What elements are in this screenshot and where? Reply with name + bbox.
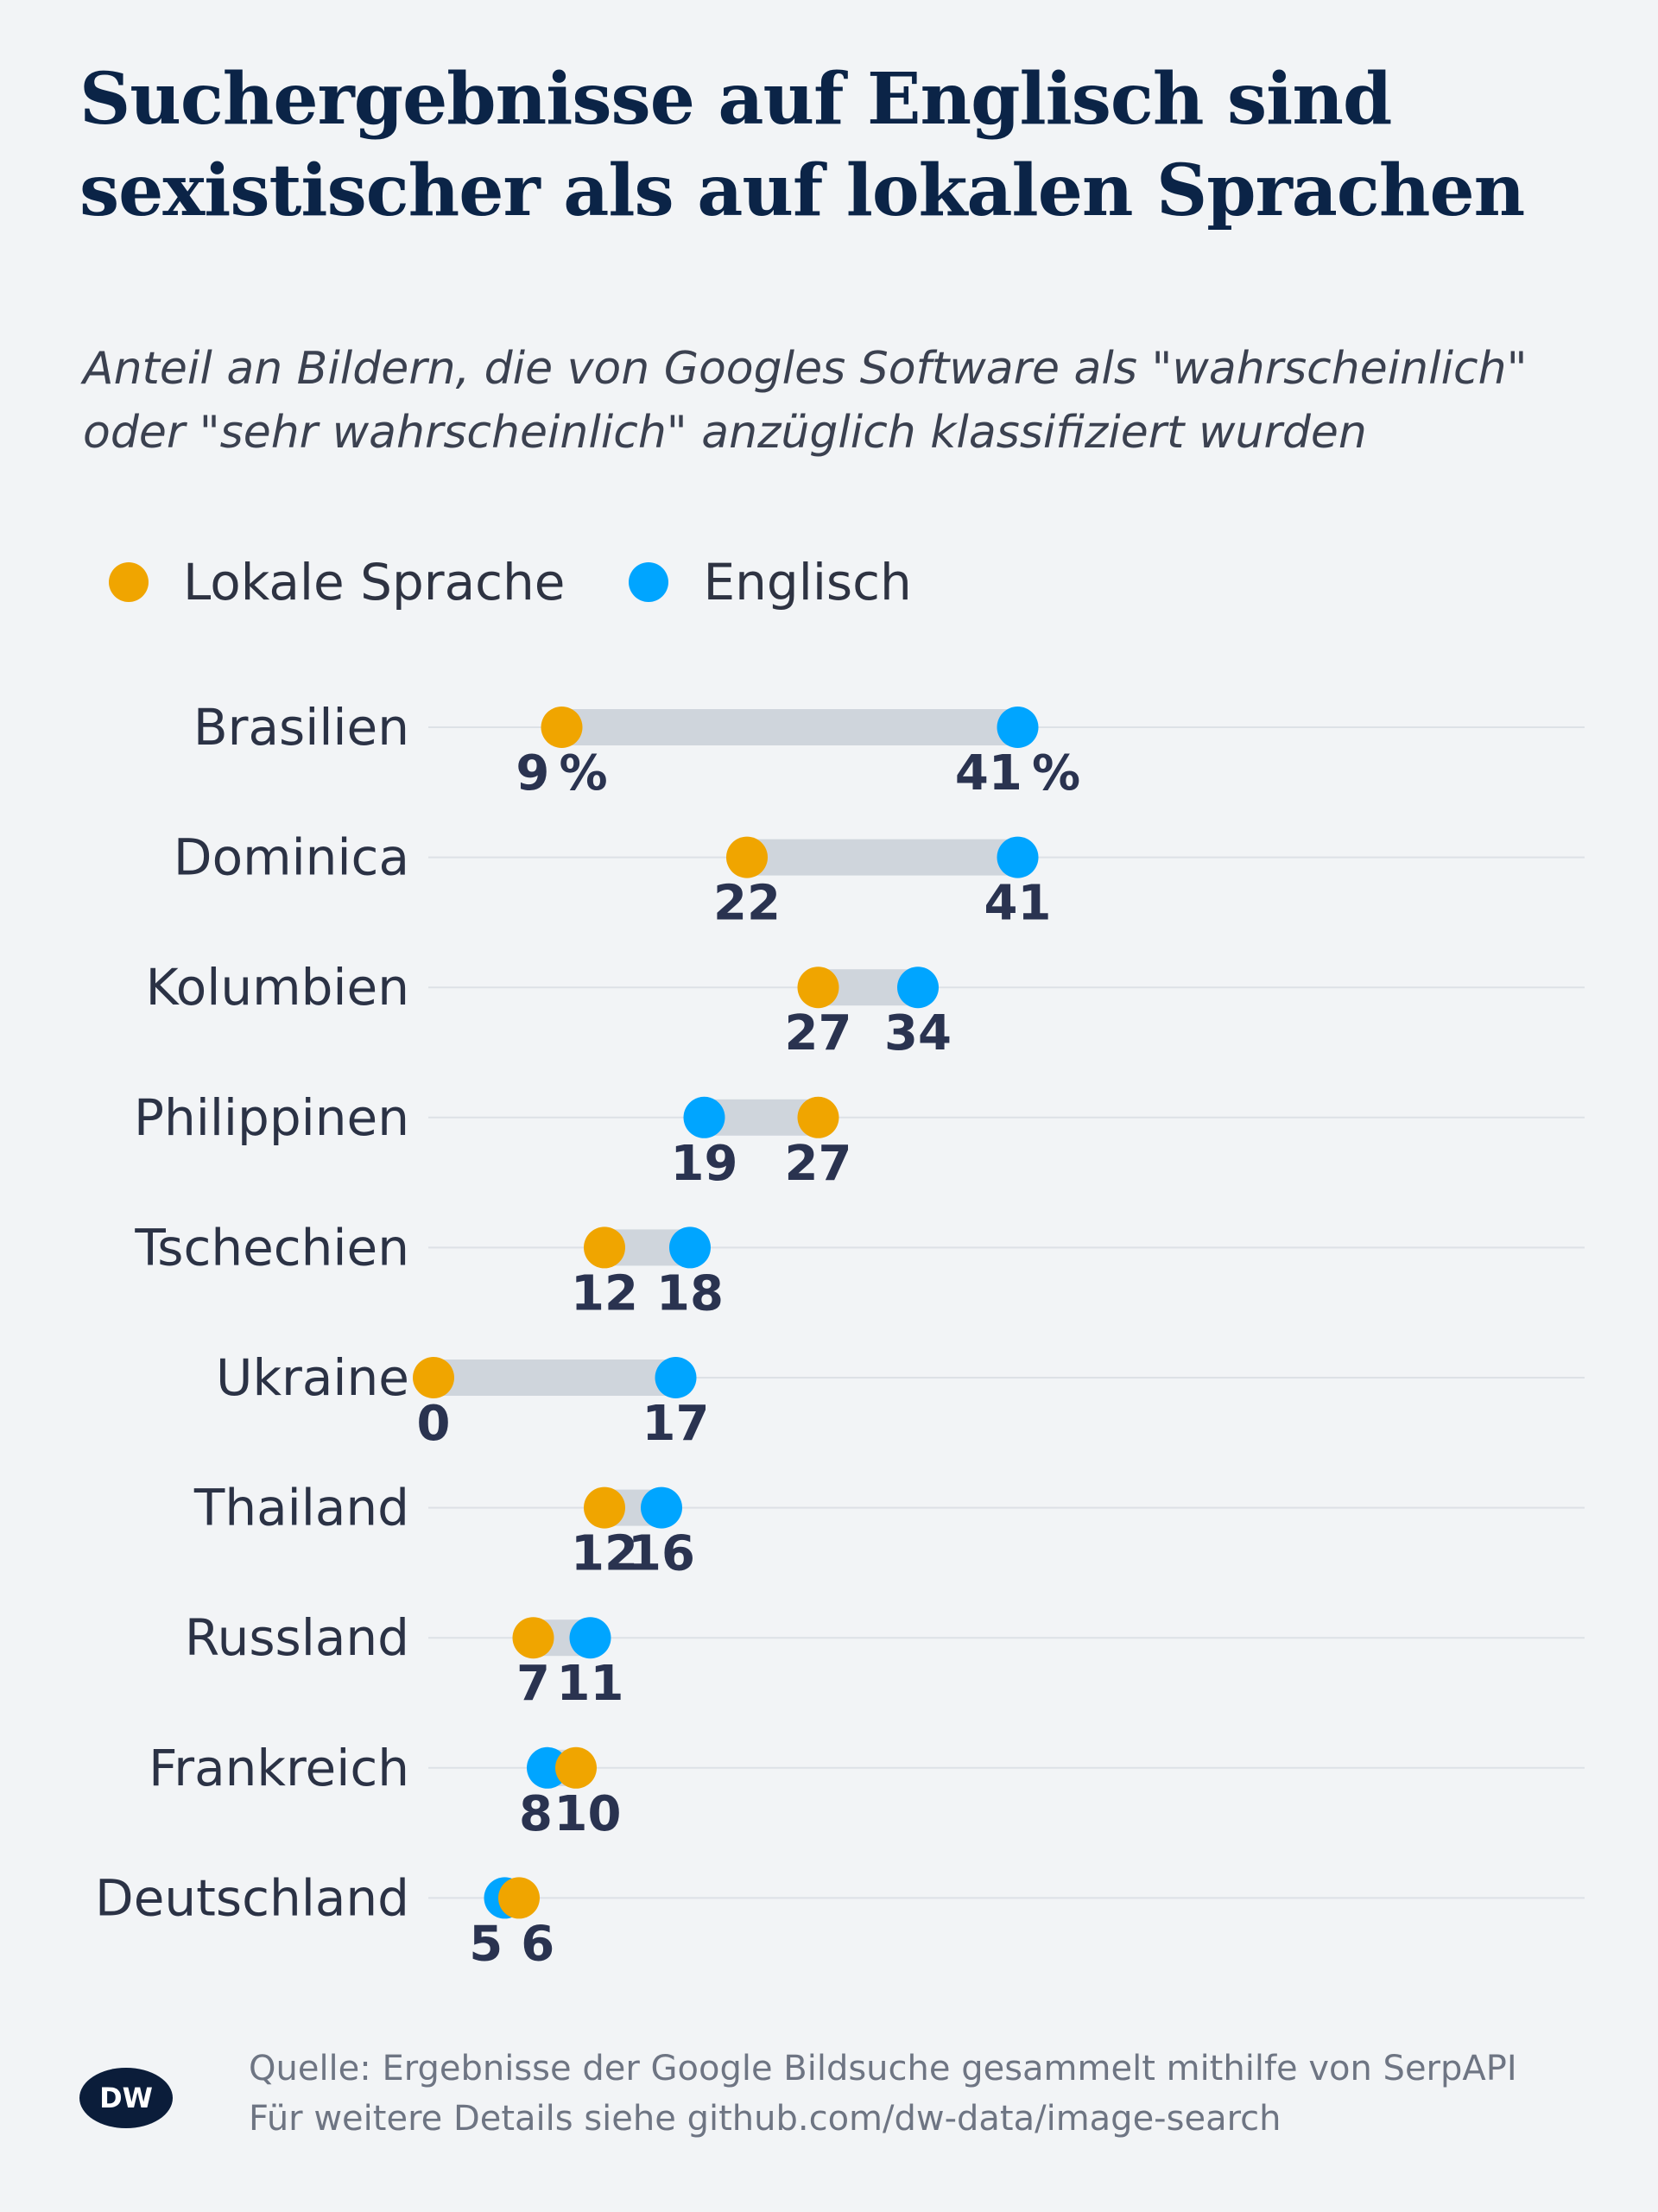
country-label-tschechien: Tschechien [134,1218,409,1277]
value-label-english-frankreich: 8 [519,1786,553,1842]
legend-label-local: Lokale Sprache [183,553,566,612]
chart-title: Suchergebnisse auf Englisch sind sexisti… [79,58,1525,232]
country-label-russland: Russland [185,1608,409,1667]
value-label-local-kolumbien: 27 [785,1005,852,1062]
value-label-local-philippinen: 27 [785,1136,852,1192]
value-label-english-brasilien: 41 % [955,745,1080,802]
source-line-1: Quelle: Ergebnisse der Google Bildsuche … [249,2049,1517,2088]
legend-item-english: Englisch [629,553,912,612]
country-label-ukraine: Ukraine [216,1348,409,1407]
legend: Lokale Sprache Englisch [109,553,976,612]
chart-subtitle: Anteil an Bildern, die von Googles Softw… [83,343,1528,459]
country-label-thailand: Thailand [193,1479,409,1537]
value-label-english-tschechien: 18 [656,1265,724,1321]
value-label-english-thailand: 16 [628,1526,695,1582]
value-label-local-frankreich: 10 [554,1786,622,1842]
dot-local-ukraine [413,1357,454,1398]
dot-english-kolumbien [897,967,939,1009]
dot-local-frankreich [555,1746,597,1789]
dot-english-tschechien [669,1226,711,1269]
dot-english-dominica [997,836,1039,878]
dw-logo: DW [79,2068,173,2128]
dot-english-philippinen [683,1096,725,1138]
range-bar-ukraine [433,1360,676,1396]
dot-local-philippinen [797,1096,839,1138]
dot-local-russland [512,1617,554,1659]
country-label-dominica: Dominica [174,828,409,887]
legend-dot-english [629,562,669,602]
value-label-local-brasilien: 9 % [516,745,607,802]
value-label-local-russland: 7 [516,1656,550,1712]
value-label-english-deutschland: 5 [469,1916,503,1972]
legend-label-english: Englisch [703,553,912,612]
value-label-english-russland: 11 [557,1656,624,1712]
dot-english-thailand [641,1486,682,1529]
value-label-local-dominica: 22 [713,876,781,932]
country-label-brasilien: Brasilien [193,698,409,757]
dot-english-frankreich [527,1746,568,1789]
dot-local-brasilien [541,707,583,748]
country-label-kolumbien: Kolumbien [146,958,409,1017]
value-label-local-tschechien: 12 [571,1265,638,1321]
range-bar-dominica [747,839,1018,876]
legend-dot-local [109,562,149,602]
dot-local-deutschland [498,1877,540,1919]
source-line-2: Für weitere Details siehe github.com/dw-… [249,2099,1281,2139]
value-label-english-ukraine: 17 [642,1396,710,1452]
value-label-local-deutschland: 6 [521,1916,554,1972]
dot-local-kolumbien [797,967,839,1009]
dot-english-ukraine [655,1357,697,1398]
country-label-deutschland: Deutschland [95,1868,409,1927]
dot-english-russland [569,1617,611,1659]
source-note: Quelle: Ergebnisse der Google Bildsuche … [249,2044,1630,2144]
dot-english-brasilien [997,707,1039,748]
value-label-local-thailand: 12 [571,1526,638,1582]
value-label-english-kolumbien: 34 [884,1005,952,1062]
legend-item-local: Lokale Sprache [109,553,565,612]
value-label-local-ukraine: 0 [417,1396,451,1452]
country-label-frankreich: Frankreich [149,1739,409,1797]
dw-logo-icon: DW [99,2082,153,2114]
dot-local-dominica [726,836,768,878]
country-label-philippinen: Philippinen [134,1088,409,1147]
value-label-english-philippinen: 19 [671,1136,738,1192]
range-bar-brasilien [561,709,1018,745]
dot-local-tschechien [584,1226,625,1269]
dw-logo-text: DW [99,2082,153,2114]
dot-local-thailand [584,1486,625,1529]
value-label-english-dominica: 41 [984,876,1052,932]
